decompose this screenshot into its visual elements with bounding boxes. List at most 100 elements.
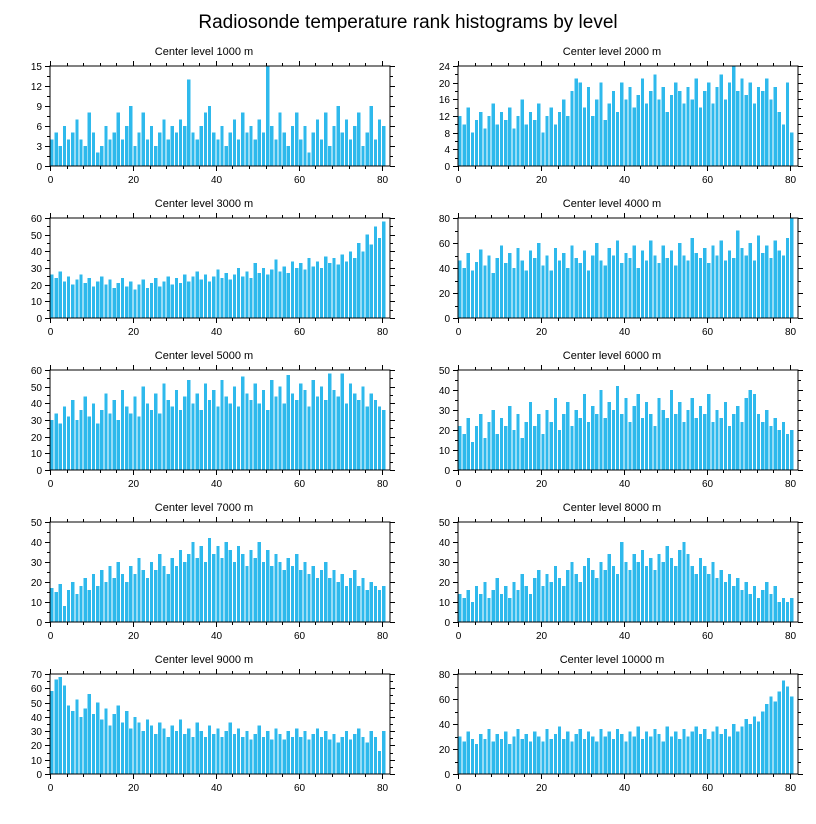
svg-text:80: 80: [785, 479, 797, 490]
svg-text:40: 40: [619, 327, 631, 338]
svg-text:60: 60: [294, 631, 306, 642]
subplot-7000m: Center level 7000 m 0 20 40 60 80 0 10 20 30 40 50: [0, 500, 408, 652]
histogram-plot-3000m: 0 20 40 60 80 0 10 20 30 40 50 60: [31, 213, 395, 338]
svg-text:4: 4: [444, 145, 450, 156]
svg-text:40: 40: [439, 386, 451, 397]
svg-text:20: 20: [439, 745, 451, 756]
subplot-6000m: Center level 6000 m 0 20 40 60 80 0 10 20 30 40 50: [408, 348, 816, 500]
svg-text:0: 0: [456, 327, 462, 338]
svg-text:20: 20: [128, 479, 140, 490]
svg-text:10: 10: [31, 449, 43, 460]
svg-text:20: 20: [128, 327, 140, 338]
svg-text:20: 20: [439, 426, 451, 437]
svg-text:80: 80: [377, 327, 389, 338]
svg-text:0: 0: [36, 770, 42, 781]
histogram-plot-1000m: 0 20 40 60 80 0 3 6 9 12 15: [31, 61, 395, 186]
svg-text:60: 60: [702, 175, 714, 186]
subplot-title-8000m: Center level 8000 m: [562, 502, 662, 514]
histogram-plot-9000m: 0 20 40 60 80 0 10 20 30 40 50 60 70: [31, 669, 395, 794]
svg-text:60: 60: [294, 783, 306, 794]
svg-text:0: 0: [36, 162, 42, 173]
svg-text:0: 0: [48, 327, 54, 338]
svg-text:60: 60: [702, 783, 714, 794]
svg-text:80: 80: [785, 783, 797, 794]
svg-text:30: 30: [31, 416, 43, 427]
svg-text:80: 80: [377, 783, 389, 794]
svg-text:20: 20: [536, 479, 548, 490]
svg-text:9: 9: [36, 102, 42, 113]
svg-text:15: 15: [31, 62, 43, 73]
svg-text:40: 40: [619, 783, 631, 794]
svg-text:60: 60: [439, 695, 451, 706]
svg-text:40: 40: [211, 783, 223, 794]
histogram-plot-7000m: 0 20 40 60 80 0 10 20 30 40 50: [31, 517, 395, 642]
svg-text:0: 0: [36, 314, 42, 325]
subplot-title-1000m: Center level 1000 m: [154, 46, 254, 58]
svg-text:0: 0: [456, 479, 462, 490]
svg-text:20: 20: [31, 281, 43, 292]
subplot-10000m: Center level 10000 m 0 20 40 60 80 0 20 40 60 80: [408, 652, 816, 804]
svg-text:50: 50: [439, 518, 451, 529]
svg-text:20: 20: [439, 578, 451, 589]
svg-text:40: 40: [619, 631, 631, 642]
svg-text:80: 80: [785, 327, 797, 338]
svg-text:40: 40: [31, 399, 43, 410]
subplot-4000m: Center level 4000 m 0 20 40 60 80 0 20 40 60 80: [408, 196, 816, 348]
svg-text:10: 10: [439, 446, 451, 457]
subplot-title-2000m: Center level 2000 m: [562, 46, 662, 58]
svg-text:0: 0: [456, 631, 462, 642]
subplot-title-6000m: Center level 6000 m: [562, 350, 662, 362]
svg-text:20: 20: [128, 783, 140, 794]
svg-text:80: 80: [377, 631, 389, 642]
svg-text:40: 40: [211, 479, 223, 490]
svg-text:40: 40: [31, 538, 43, 549]
svg-text:40: 40: [439, 538, 451, 549]
svg-text:0: 0: [444, 314, 450, 325]
subplot-title-7000m: Center level 7000 m: [154, 502, 254, 514]
subplot-9000m: Center level 9000 m 0 20 40 60 80 0 10 20 30 40 50…: [0, 652, 408, 804]
svg-text:24: 24: [439, 62, 451, 73]
svg-text:20: 20: [536, 631, 548, 642]
svg-text:60: 60: [31, 366, 43, 377]
histogram-plot-10000m: 0 20 40 60 80 0 20 40 60 80: [439, 669, 803, 794]
svg-text:50: 50: [31, 518, 43, 529]
svg-text:40: 40: [211, 631, 223, 642]
svg-text:40: 40: [211, 175, 223, 186]
svg-text:8: 8: [444, 129, 450, 140]
subplot-title-9000m: Center level 9000 m: [154, 654, 254, 666]
subplot-5000m: Center level 5000 m 0 20 40 60 80 0 10 20 30 40 50…: [0, 348, 408, 500]
svg-text:80: 80: [377, 175, 389, 186]
subplot-3000m: Center level 3000 m 0 20 40 60 80 0 10 20 30 40 50…: [0, 196, 408, 348]
histogram-plot-5000m: 0 20 40 60 80 0 10 20 30 40 50 60: [31, 365, 395, 490]
svg-text:60: 60: [702, 327, 714, 338]
svg-text:40: 40: [619, 479, 631, 490]
svg-text:0: 0: [444, 618, 450, 629]
svg-text:40: 40: [31, 713, 43, 724]
svg-text:80: 80: [785, 175, 797, 186]
svg-text:0: 0: [444, 162, 450, 173]
svg-text:0: 0: [444, 770, 450, 781]
histogram-plot-4000m: 0 20 40 60 80 0 20 40 60 80: [439, 213, 803, 338]
svg-text:80: 80: [439, 214, 451, 225]
histogram-plot-2000m: 0 20 40 60 80 0 4 8 12 16 20 24: [439, 61, 803, 186]
svg-text:30: 30: [31, 727, 43, 738]
svg-text:10: 10: [31, 756, 43, 767]
svg-text:80: 80: [377, 479, 389, 490]
svg-text:0: 0: [48, 783, 54, 794]
svg-text:20: 20: [31, 741, 43, 752]
svg-text:30: 30: [31, 264, 43, 275]
svg-text:0: 0: [444, 466, 450, 477]
subplot-title-5000m: Center level 5000 m: [154, 350, 254, 362]
svg-text:70: 70: [31, 670, 43, 681]
svg-text:80: 80: [439, 670, 451, 681]
svg-text:10: 10: [31, 598, 43, 609]
svg-text:0: 0: [48, 479, 54, 490]
svg-text:40: 40: [31, 247, 43, 258]
svg-text:50: 50: [439, 366, 451, 377]
svg-text:50: 50: [31, 699, 43, 710]
svg-text:20: 20: [536, 175, 548, 186]
svg-text:30: 30: [31, 558, 43, 569]
svg-text:10: 10: [31, 297, 43, 308]
svg-text:12: 12: [439, 112, 451, 123]
svg-text:20: 20: [31, 433, 43, 444]
